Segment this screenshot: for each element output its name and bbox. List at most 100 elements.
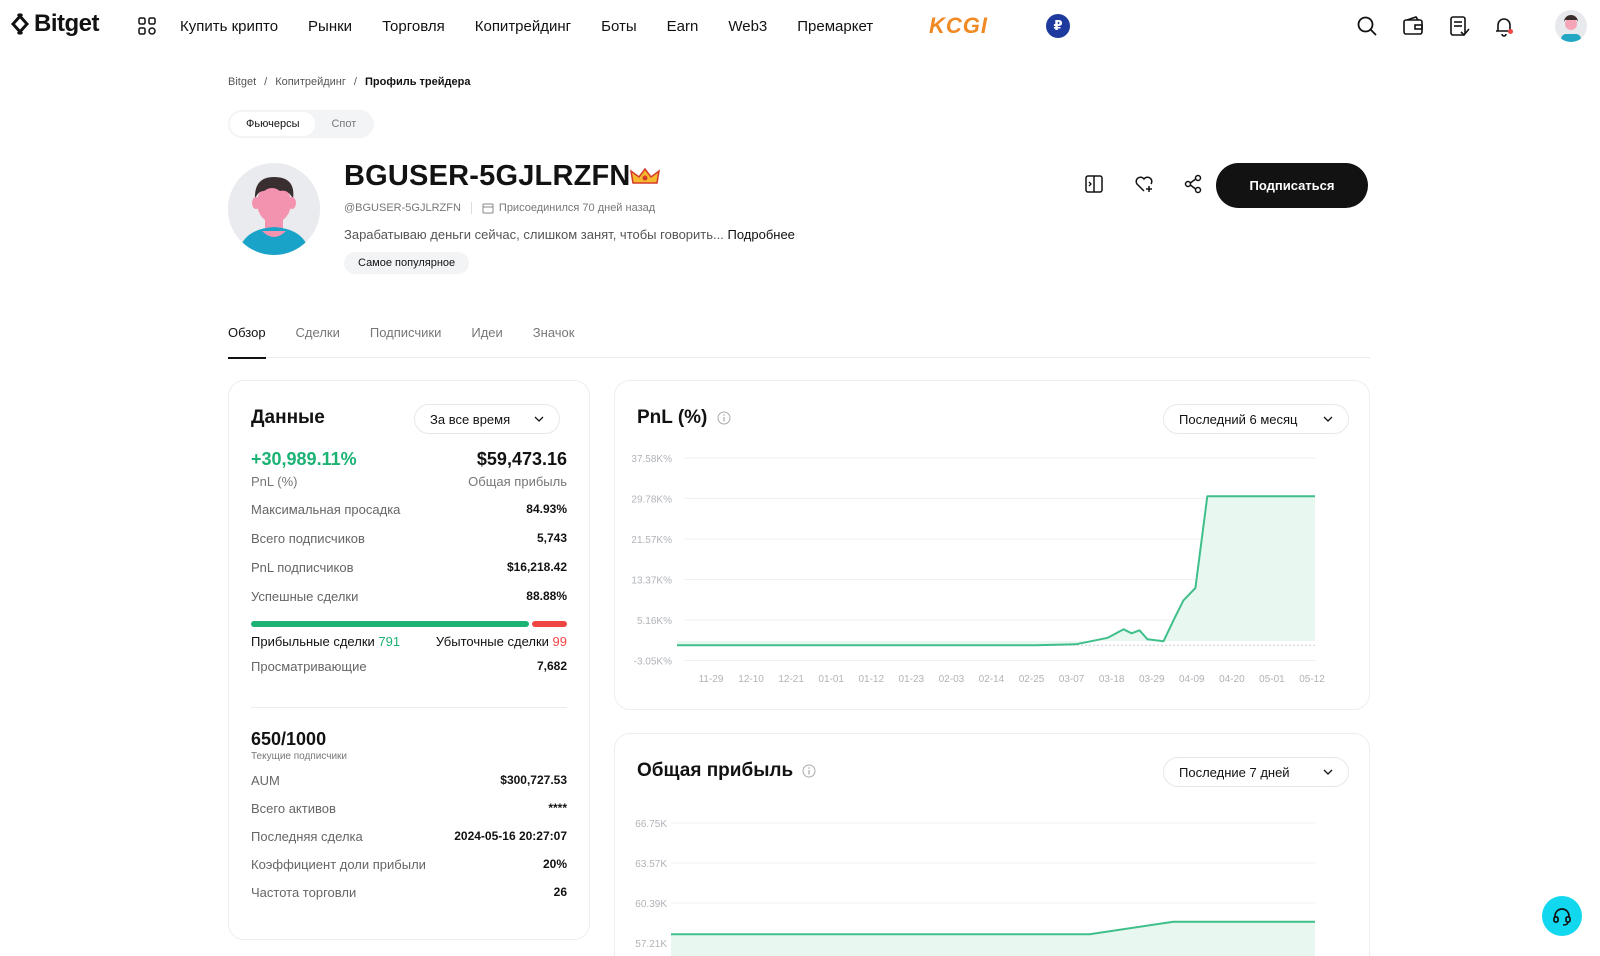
x-tick-label: 04-20 <box>1219 674 1245 685</box>
breadcrumb-home[interactable]: Bitget <box>228 76 257 88</box>
stat-label: PnL подписчиков <box>251 560 354 575</box>
compare-icon[interactable] <box>1083 173 1105 195</box>
viewers-label: Просматривающие <box>251 659 367 674</box>
tab-overview[interactable]: Обзор <box>228 320 266 359</box>
y-tick-label: -3.05K% <box>634 657 672 668</box>
stat-label: Успешные сделки <box>251 589 359 604</box>
profitable-trades: Прибыльные сделки 791 <box>251 634 400 649</box>
nav-link-web3[interactable]: Web3 <box>728 17 768 35</box>
kcgi-promo-logo[interactable]: KCGI <box>929 13 988 38</box>
info-icon[interactable] <box>802 764 816 778</box>
x-tick-label: 05-12 <box>1299 674 1325 685</box>
x-tick-label: 12-21 <box>778 674 804 685</box>
stat-value: 2024-05-16 20:27:07 <box>454 829 567 843</box>
profitable-trades-count: 791 <box>378 634 401 649</box>
tab-badge[interactable]: Значок <box>532 325 575 340</box>
profit-chart-title-text: Общая прибыль <box>637 760 794 781</box>
total-profit-label: Общая прибыль <box>468 474 567 489</box>
nav-link-earn[interactable]: Earn <box>666 17 699 35</box>
pnl-period-dropdown[interactable]: Последний 6 месяц <box>1163 404 1349 434</box>
trader-meta: @BGUSER-5GJLRZFN Присоединился 70 дней н… <box>344 202 655 214</box>
trader-avatar-image <box>228 163 320 255</box>
stats-divider <box>251 707 567 708</box>
tab-followers[interactable]: Подписчики <box>369 325 442 340</box>
stat-row: Просматривающие 7,682 <box>251 659 567 674</box>
stat-value: **** <box>548 801 567 815</box>
nav-link-markets[interactable]: Рынки <box>308 17 353 35</box>
wallet-icon[interactable] <box>1401 14 1425 38</box>
trader-handle: @BGUSER-5GJLRZFN <box>344 202 461 214</box>
loss-bar-segment <box>532 621 567 627</box>
search-icon[interactable] <box>1355 14 1379 38</box>
tab-ideas[interactable]: Идеи <box>471 325 503 340</box>
tab-trades[interactable]: Сделки <box>295 325 340 340</box>
stat-value: $16,218.42 <box>506 560 567 574</box>
series-line <box>677 495 1315 647</box>
stats-period-dropdown[interactable]: За все время <box>414 404 560 434</box>
breadcrumb: Bitget / Копитрейдинг / Профиль трейдера <box>228 76 470 88</box>
calendar-icon <box>482 203 494 214</box>
top-navigation: Bitget Купить крипто Рынки Торговля Копи… <box>0 0 1600 52</box>
stat-row: AUM $300,727.53 <box>251 773 567 788</box>
headset-icon <box>1553 908 1571 926</box>
pnl-chart-card: PnL (%) Последний 6 месяц 37.58K% 29.78K%… <box>614 380 1370 710</box>
profile-tabs: Обзор Сделки Подписчики Идеи Значок <box>228 320 1370 359</box>
nav-link-bots[interactable]: Боты <box>601 17 637 35</box>
share-icon[interactable] <box>1182 173 1204 195</box>
stat-value: 88.88% <box>526 589 567 603</box>
bitget-logo[interactable]: Bitget <box>10 10 100 38</box>
breadcrumb-separator: / <box>353 76 357 88</box>
y-tick-label: 60.39K <box>635 899 667 910</box>
favorite-add-icon[interactable] <box>1133 173 1155 195</box>
pnl-percent-value: +30,989.11% <box>251 449 357 469</box>
profitable-trades-label: Прибыльные сделки <box>251 634 375 649</box>
win-bar-segment <box>251 621 530 627</box>
stat-row: PnL подписчиков $16,218.42 <box>251 560 567 575</box>
nav-link-trade[interactable]: Торговля <box>382 17 445 35</box>
bitget-logo-icon <box>10 12 30 36</box>
x-tick-label: 01-23 <box>899 674 925 685</box>
currency-badge[interactable]: ₽ <box>1046 14 1070 38</box>
chevron-down-icon <box>1323 416 1333 422</box>
nav-links: Купить крипто Рынки Торговля Копитрейдин… <box>180 0 903 52</box>
x-tick-label: 05-01 <box>1259 674 1285 685</box>
stat-label: Всего активов <box>251 801 336 816</box>
x-tick-label: 11-29 <box>699 674 724 685</box>
stat-label: Последняя сделка <box>251 829 363 844</box>
y-tick-label: 63.57K <box>635 859 667 870</box>
y-tick-label: 5.16K% <box>637 616 672 627</box>
stat-row: Частота торговли 26 <box>251 885 567 900</box>
stat-value: 20% <box>542 857 567 871</box>
subscriber-slots: 650/1000 <box>251 729 327 749</box>
stat-row: Максимальная просадка 84.93% <box>251 502 567 517</box>
x-tick-label: 03-18 <box>1099 674 1125 685</box>
stat-row: Коэффициент доли прибыли 20% <box>251 857 567 872</box>
breadcrumb-copy-trading[interactable]: Копитрейдинг <box>275 76 346 88</box>
spot-toggle-button[interactable]: Спот <box>331 118 357 130</box>
trade-counts: Прибыльные сделки 791 Убыточные сделки 9… <box>251 634 567 649</box>
orders-icon[interactable] <box>1447 14 1471 38</box>
losing-trades-count: 99 <box>552 634 567 649</box>
support-chat-button[interactable] <box>1542 896 1582 936</box>
nav-link-buy-crypto[interactable]: Купить крипто <box>180 17 279 35</box>
x-tick-label: 02-03 <box>939 674 965 685</box>
subscribe-button[interactable]: Подписаться <box>1216 163 1368 208</box>
total-profit-value: $59,473.16 <box>476 449 567 469</box>
crown-badge-icon <box>630 167 660 184</box>
x-tick-label: 03-07 <box>1059 674 1085 685</box>
read-more-link[interactable]: Подробнее <box>727 227 795 242</box>
user-avatar[interactable] <box>1555 10 1587 42</box>
futures-toggle-button[interactable]: Фьючерсы <box>230 112 316 136</box>
x-tick-label: 02-14 <box>979 674 1005 685</box>
pnl-chart-title: PnL (%) <box>637 407 731 429</box>
y-tick-label: 37.58K% <box>631 454 672 465</box>
bell-icon[interactable] <box>1492 14 1516 38</box>
trader-bio: Зарабатываю деньги сейчас, слишком занят… <box>344 227 795 242</box>
x-tick-label: 02-25 <box>1019 674 1045 685</box>
losing-trades: Убыточные сделки 99 <box>436 634 567 649</box>
nav-link-copy-trading[interactable]: Копитрейдинг <box>474 17 572 35</box>
info-icon[interactable] <box>717 411 731 425</box>
nav-link-premarket[interactable]: Премаркет <box>797 17 874 35</box>
apps-grid-icon[interactable] <box>138 17 156 35</box>
profit-period-dropdown[interactable]: Последние 7 дней <box>1163 757 1349 787</box>
